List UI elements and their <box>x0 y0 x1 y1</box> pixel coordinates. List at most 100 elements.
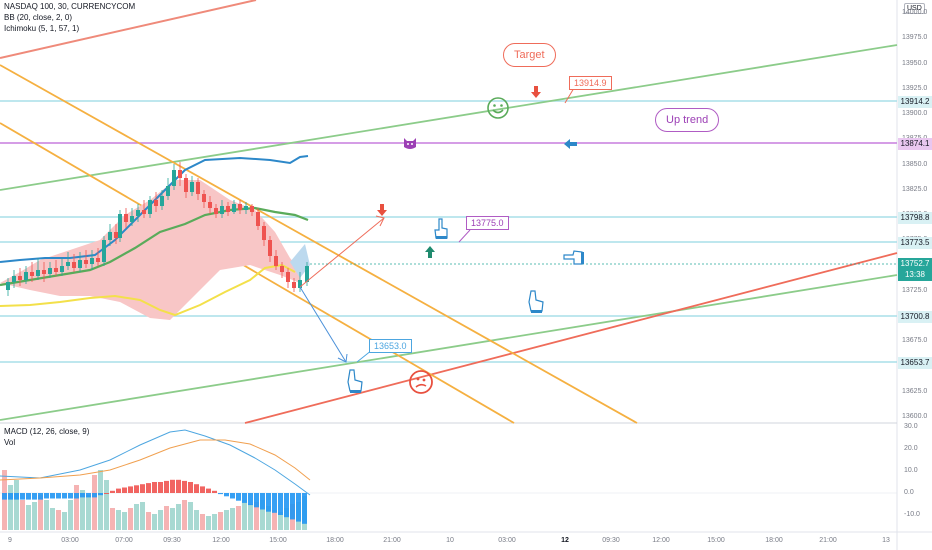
legend-bb[interactable]: BB (20, close, 2, 0) <box>4 13 73 22</box>
candle-body[interactable] <box>160 196 164 206</box>
callout-up-trend[interactable]: Up trend <box>655 108 720 132</box>
sad-face-icon[interactable] <box>408 369 434 395</box>
candle-body[interactable] <box>166 186 170 196</box>
volume-bar <box>188 502 193 530</box>
candle-body[interactable] <box>238 204 242 210</box>
macd-tick-label: -10.0 <box>904 511 920 518</box>
candle-body[interactable] <box>292 282 296 288</box>
candle-body[interactable] <box>42 270 46 274</box>
macd-histogram-bar <box>44 493 49 499</box>
candle-body[interactable] <box>60 266 64 272</box>
candle-body[interactable] <box>178 170 182 178</box>
ichimoku-cloud <box>0 180 300 320</box>
smiley-face-icon[interactable] <box>486 96 510 120</box>
candle-body[interactable] <box>66 262 70 266</box>
arrow-down-red-small-icon[interactable] <box>377 204 387 216</box>
legend-vol[interactable]: Vol <box>4 438 16 447</box>
time-tick-label: 21:00 <box>383 537 401 544</box>
volume-bar <box>218 512 223 530</box>
candle-body[interactable] <box>154 200 158 206</box>
candle-body[interactable] <box>196 182 200 194</box>
hand-pointing-down-left-icon[interactable] <box>345 369 365 395</box>
macd-histogram-bar <box>134 485 139 493</box>
price-tick-label: 13850.0 <box>902 160 928 168</box>
candle-body[interactable] <box>208 202 212 208</box>
candle-body[interactable] <box>142 210 146 214</box>
candle-body[interactable] <box>220 206 224 214</box>
macd-histogram-bar <box>74 493 79 499</box>
currency-label[interactable]: USD <box>904 3 925 14</box>
candle-body[interactable] <box>18 276 22 280</box>
candle-body[interactable] <box>30 272 34 276</box>
time-tick-label: 09:30 <box>602 537 620 544</box>
candle-body[interactable] <box>90 258 94 264</box>
arrow-up-green-icon[interactable] <box>425 246 435 258</box>
candle-body[interactable] <box>250 206 254 212</box>
candle-body[interactable] <box>184 178 188 192</box>
candle-body[interactable] <box>136 210 140 216</box>
candle-body[interactable] <box>108 232 112 240</box>
volume-bar <box>242 500 247 530</box>
candle-body[interactable] <box>6 282 10 290</box>
candle-body[interactable] <box>36 270 40 276</box>
hand-pointing-up-icon[interactable] <box>433 218 449 240</box>
macd-tick-label: 10.0 <box>904 467 918 474</box>
candle-body[interactable] <box>148 200 152 214</box>
candle-body[interactable] <box>274 256 278 266</box>
candle-body[interactable] <box>24 272 28 280</box>
volume-bar <box>200 514 205 530</box>
macd-histogram-bar <box>50 493 55 499</box>
volume-bar <box>170 508 175 530</box>
arrow-left-blue-icon[interactable] <box>564 139 577 149</box>
candle-body[interactable] <box>256 212 260 226</box>
candle-body[interactable] <box>124 214 128 222</box>
volume-bar <box>98 470 103 530</box>
candle-body[interactable] <box>232 204 236 212</box>
hand-pointing-left-icon[interactable] <box>563 249 585 269</box>
time-tick-label: 03:00 <box>61 537 79 544</box>
price-label-13914[interactable]: 13914.9 <box>569 76 612 90</box>
candle-body[interactable] <box>84 260 88 264</box>
volume-bar <box>176 504 181 530</box>
candle-body[interactable] <box>305 266 309 282</box>
candle-body[interactable] <box>172 170 176 186</box>
candle-body[interactable] <box>78 260 82 268</box>
axis-tag-13874: 13874.1 <box>898 138 932 150</box>
candle-body[interactable] <box>268 240 272 256</box>
candle-body[interactable] <box>54 268 58 272</box>
volume-bar <box>92 475 97 530</box>
callout-target[interactable]: Target <box>503 43 556 67</box>
candle-body[interactable] <box>214 208 218 214</box>
legend-macd[interactable]: MACD (12, 26, close, 9) <box>4 427 90 436</box>
candle-body[interactable] <box>96 258 100 262</box>
candle-body[interactable] <box>48 268 52 274</box>
candle-body[interactable] <box>226 206 230 212</box>
candle-body[interactable] <box>286 272 290 282</box>
macd-histogram-bar <box>32 493 37 500</box>
macd-signal-line <box>0 439 311 481</box>
cat-icon[interactable] <box>403 137 417 150</box>
candle-body[interactable] <box>190 182 194 192</box>
legend-ichimoku[interactable]: Ichimoku (5, 1, 57, 1) <box>4 24 80 33</box>
candle-body[interactable] <box>72 262 76 268</box>
macd-histogram-bar <box>302 493 307 524</box>
candle-body[interactable] <box>298 280 302 288</box>
price-label-13775[interactable]: 13775.0 <box>466 216 509 230</box>
price-label-13653[interactable]: 13653.0 <box>369 339 412 353</box>
volume-bar <box>38 495 43 530</box>
hand-pointing-up-left-icon[interactable] <box>526 290 546 314</box>
candle-body[interactable] <box>262 226 266 240</box>
candle-body[interactable] <box>202 194 206 202</box>
legend-symbol: NASDAQ 100, 30, CURRENCYCOM <box>4 2 136 11</box>
volume-bar <box>164 506 169 530</box>
candle-body[interactable] <box>102 240 106 262</box>
candle-body[interactable] <box>280 266 284 272</box>
price-tick-label: 13825.0 <box>902 185 928 193</box>
candle-body[interactable] <box>244 206 248 210</box>
candle-body[interactable] <box>12 276 16 282</box>
candle-body[interactable] <box>114 232 118 238</box>
candle-body[interactable] <box>130 216 134 222</box>
candle-body[interactable] <box>118 214 122 238</box>
arrow-down-red-icon[interactable] <box>531 86 541 98</box>
